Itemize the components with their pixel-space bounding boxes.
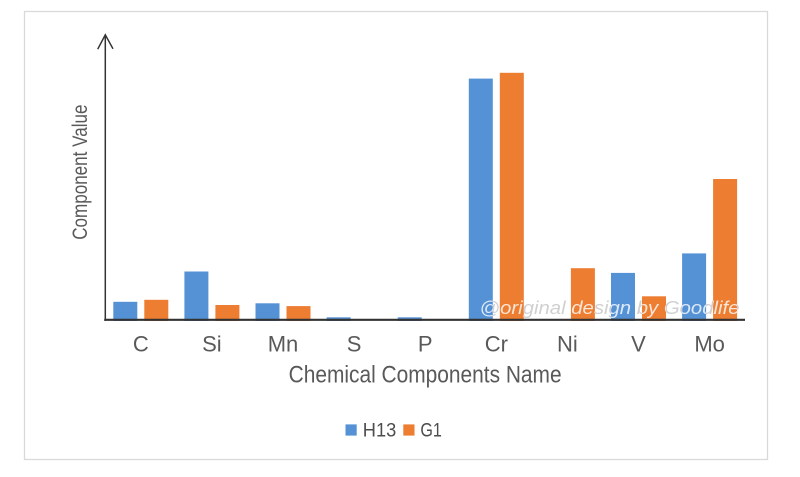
- svg-text:Mo: Mo: [694, 331, 725, 356]
- svg-text:S: S: [347, 331, 362, 356]
- svg-text:Cr: Cr: [485, 331, 508, 356]
- svg-text:H13: H13: [363, 420, 397, 442]
- svg-text:P: P: [418, 331, 433, 356]
- svg-text:Ni: Ni: [557, 331, 578, 356]
- svg-text:@original design by Goodlife: @original design by Goodlife: [480, 297, 740, 318]
- svg-text:V: V: [631, 331, 646, 356]
- svg-text:Component Value: Component Value: [69, 105, 92, 240]
- svg-text:C: C: [133, 331, 149, 356]
- svg-text:Mn: Mn: [268, 331, 299, 356]
- svg-text:Chemical Components Name: Chemical Components Name: [289, 362, 562, 389]
- svg-text:G1: G1: [420, 420, 442, 442]
- svg-text:Si: Si: [202, 331, 222, 356]
